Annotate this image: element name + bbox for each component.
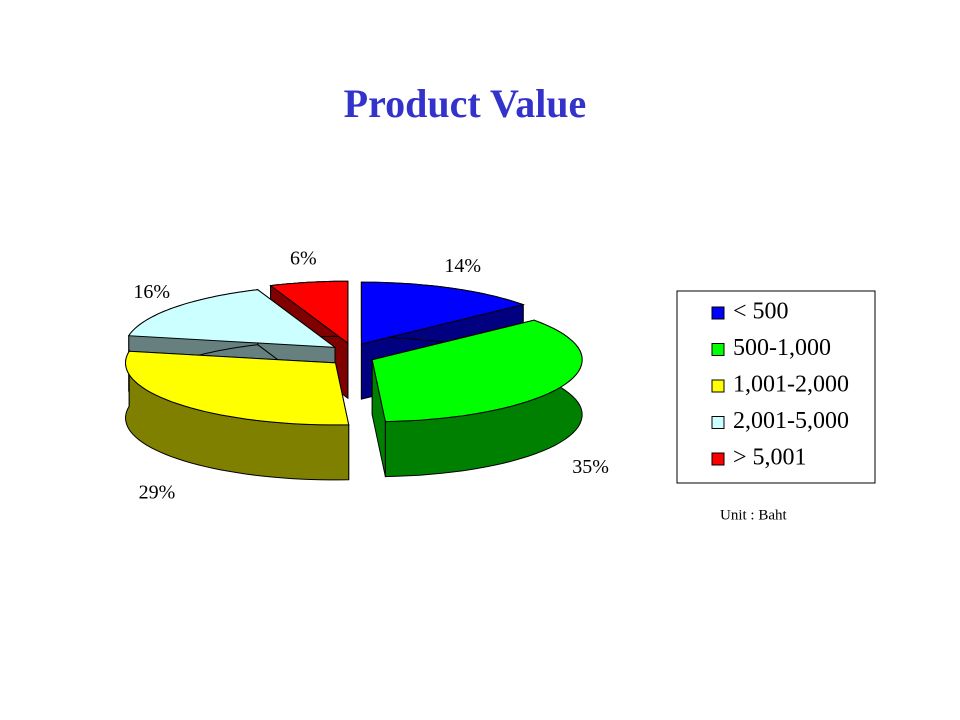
legend-label: 500-1,000 <box>733 335 831 361</box>
legend-box <box>676 290 876 484</box>
data-label: 29% <box>139 482 176 504</box>
legend-swatch <box>711 379 725 393</box>
data-label: 16% <box>133 281 170 303</box>
legend-label: 2,001-5,000 <box>733 408 849 434</box>
slice <box>127 289 337 348</box>
legend-swatch <box>711 416 725 429</box>
legend-swatch <box>711 452 725 466</box>
slice <box>269 280 349 345</box>
data-label: 14% <box>444 255 481 277</box>
legend-label: > 5,001 <box>733 445 807 471</box>
legend-label: < 500 <box>733 299 789 325</box>
data-label: 35% <box>572 456 609 478</box>
data-label: 6% <box>290 247 317 269</box>
legend-swatch <box>711 306 725 320</box>
slice <box>124 349 350 481</box>
slice <box>124 350 350 426</box>
legend-swatch <box>711 343 725 356</box>
chart-title: Product Value <box>344 81 587 126</box>
slice <box>360 281 526 345</box>
slice <box>371 319 583 478</box>
slice <box>371 319 583 423</box>
note: Unit : Baht <box>720 507 787 523</box>
legend-label: 1,001-2,000 <box>733 372 849 398</box>
